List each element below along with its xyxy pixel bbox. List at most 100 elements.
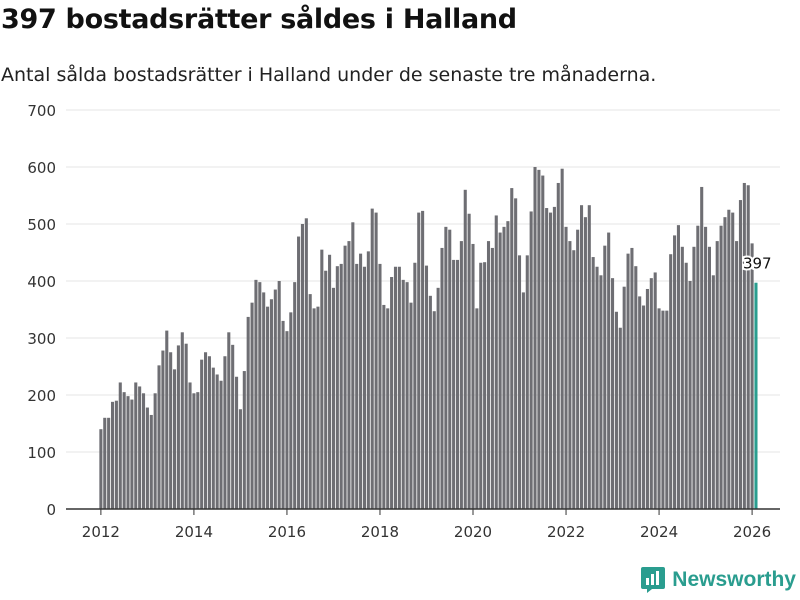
- bar: [223, 356, 227, 509]
- bar: [514, 198, 518, 509]
- bar: [719, 225, 723, 509]
- bar: [269, 299, 273, 509]
- bar: [455, 259, 460, 509]
- bar: [630, 247, 634, 509]
- bar-highlight: [754, 282, 758, 509]
- bar: [207, 356, 211, 509]
- bar: [262, 292, 266, 509]
- bar: [192, 393, 196, 509]
- bar: [688, 281, 692, 509]
- x-tick-label: 2012: [82, 523, 120, 541]
- bar: [417, 212, 421, 509]
- bar: [331, 287, 335, 509]
- bar: [374, 212, 378, 509]
- bar: [692, 246, 696, 510]
- bar: [246, 316, 250, 509]
- bar: [200, 359, 204, 509]
- bar: [343, 245, 347, 509]
- bar: [556, 182, 560, 509]
- brand-name: Newsworthy: [672, 568, 796, 591]
- x-tick-label: 2024: [640, 523, 678, 541]
- bar: [564, 226, 568, 509]
- bar: [149, 414, 153, 509]
- bar: [289, 312, 293, 509]
- bar: [153, 393, 157, 509]
- bar: [440, 247, 444, 509]
- y-tick-label: 100: [27, 444, 56, 462]
- bar: [328, 254, 332, 509]
- bar: [580, 205, 584, 509]
- bar: [626, 253, 630, 509]
- bar: [273, 289, 277, 509]
- bar: [382, 304, 386, 509]
- data-labels: 397: [741, 253, 774, 275]
- x-tick-label: 2020: [454, 523, 492, 541]
- bar: [324, 270, 328, 509]
- x-tick-label: 2022: [547, 523, 585, 541]
- bar: [653, 272, 657, 509]
- bar: [490, 247, 494, 509]
- bar: [409, 302, 413, 509]
- bar: [436, 287, 440, 509]
- bar: [421, 210, 425, 509]
- bar: [642, 305, 646, 509]
- bar: [711, 275, 715, 509]
- axes: 0 100 200 300 400 500 600 700 2012 2014 2016 2018 20…: [27, 102, 780, 541]
- bar: [525, 255, 529, 509]
- bar-series: [99, 167, 758, 510]
- highlight-data-label: 397: [743, 255, 772, 273]
- bar: [180, 332, 184, 509]
- brand-logo: Newsworthy: [640, 566, 796, 594]
- bar: [572, 250, 576, 509]
- bar: [293, 282, 297, 509]
- bar: [603, 245, 607, 509]
- bar: [184, 343, 188, 509]
- bar: [548, 212, 553, 509]
- bar: [673, 235, 677, 509]
- bar: [649, 278, 653, 509]
- bar: [107, 417, 111, 509]
- bar: [393, 266, 398, 509]
- bar: [176, 345, 180, 509]
- bar: [386, 308, 390, 509]
- bar: [645, 288, 649, 509]
- bar: [428, 295, 432, 509]
- x-tick-label: 2018: [361, 523, 399, 541]
- bar: [541, 175, 545, 510]
- bar: [130, 399, 134, 509]
- bar: [157, 365, 161, 509]
- bar: [126, 396, 130, 509]
- bar: [618, 327, 622, 509]
- bar: [231, 344, 235, 509]
- bar: [614, 311, 618, 509]
- bar: [669, 254, 673, 509]
- bar: [413, 262, 417, 509]
- x-tick-label: 2026: [733, 523, 771, 541]
- bar: [169, 352, 173, 509]
- bar: [738, 200, 742, 509]
- bar: [727, 209, 731, 509]
- bar: [300, 224, 304, 509]
- bar: [587, 205, 591, 509]
- bar: [750, 243, 754, 509]
- bar: [242, 371, 246, 509]
- bar: [405, 282, 409, 509]
- bar: [479, 262, 483, 509]
- bar: [347, 241, 351, 509]
- bar: [452, 259, 456, 509]
- bar: [448, 229, 452, 509]
- bar: [366, 251, 370, 510]
- bar-chart-logo-icon: [641, 567, 666, 593]
- bar: [238, 409, 242, 509]
- bar: [537, 169, 541, 509]
- bar: [211, 367, 215, 509]
- bar: [696, 225, 700, 509]
- bar: [304, 218, 308, 510]
- bar: [424, 265, 429, 509]
- bar: [432, 311, 436, 509]
- bar: [320, 249, 324, 509]
- bar: [707, 246, 711, 510]
- bar: [715, 241, 719, 509]
- bar: [297, 236, 301, 510]
